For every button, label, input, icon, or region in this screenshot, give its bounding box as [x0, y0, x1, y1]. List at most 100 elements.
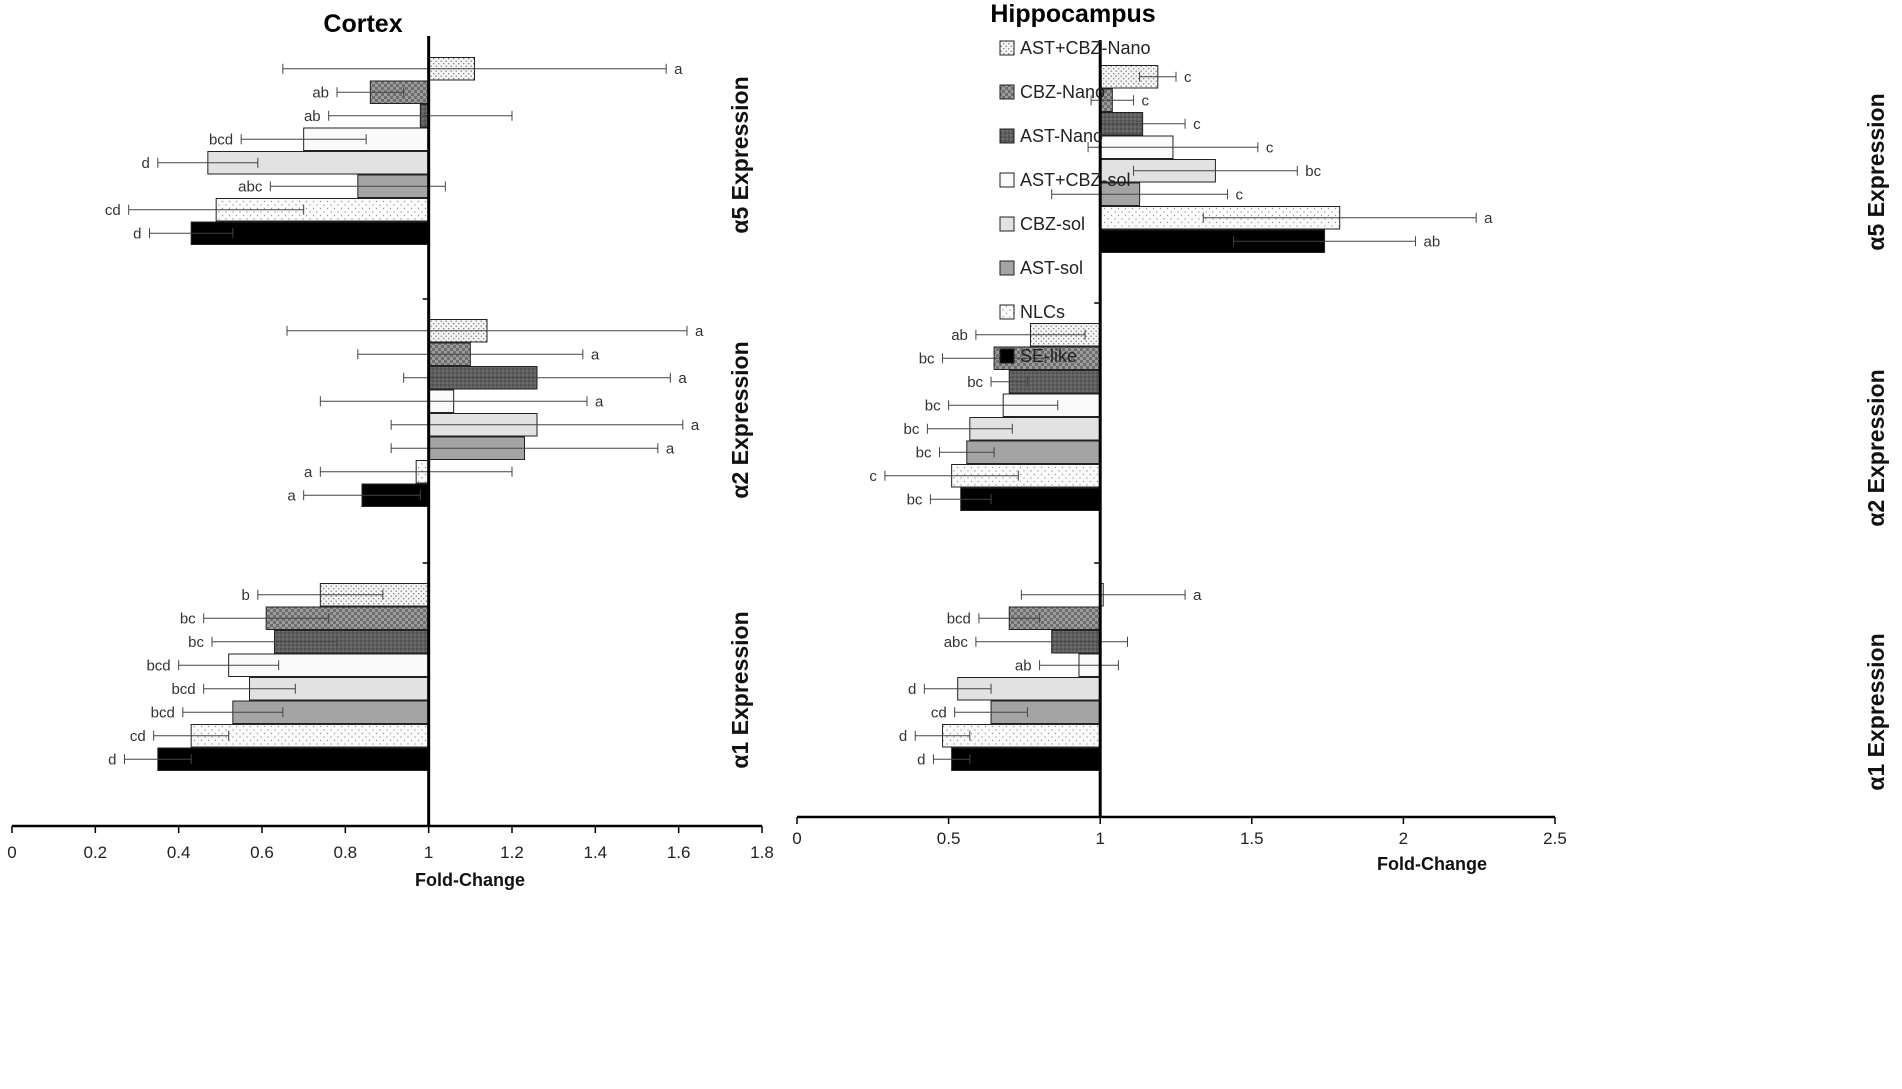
- legend-item-ast-sol: AST-sol: [999, 258, 1083, 278]
- significance-letter: ab: [304, 108, 321, 125]
- legend-label: SE-like: [1020, 346, 1077, 366]
- legend-item-nlcs: NLCs: [999, 302, 1065, 322]
- legend-label: NLCs: [1020, 302, 1065, 322]
- chart-title: Hippocampus: [990, 0, 1155, 28]
- significance-letter: ab: [1424, 233, 1441, 250]
- legend-swatch: [999, 304, 1015, 320]
- significance-letter: a: [678, 370, 687, 387]
- group-label: α2 Expression: [1863, 369, 1889, 526]
- bar-se-like: [951, 747, 1101, 771]
- legend-swatch: [999, 128, 1015, 144]
- significance-letter: abc: [944, 634, 969, 651]
- significance-letter: a: [691, 417, 700, 434]
- significance-letter: bc: [188, 634, 204, 651]
- significance-letter: cd: [105, 202, 121, 219]
- significance-letter: c: [869, 468, 877, 485]
- bar-group-5-expression: c c c c bc c a ab: [1051, 65, 1493, 253]
- significance-letter: bc: [919, 350, 935, 367]
- significance-letter: ab: [1015, 657, 1032, 674]
- significance-letter: b: [241, 587, 249, 604]
- x-tick-label: 1.5: [1240, 829, 1264, 848]
- significance-letter: bc: [916, 444, 932, 461]
- significance-letter: a: [595, 393, 604, 410]
- legend-swatch: [999, 216, 1015, 232]
- legend-swatch: [999, 172, 1015, 188]
- group-label: α1 Expression: [727, 611, 753, 768]
- x-tick-label: 1: [424, 843, 433, 862]
- x-tick-label: 1.2: [500, 843, 524, 862]
- significance-letter: a: [304, 464, 313, 481]
- significance-letter: a: [591, 346, 600, 363]
- significance-letter: bc: [180, 610, 196, 627]
- significance-letter: c: [1266, 139, 1274, 156]
- significance-letter: d: [141, 155, 149, 172]
- legend-swatch: [999, 260, 1015, 276]
- legend-item-ast-cbz-sol: AST+CBZ-sol: [999, 170, 1131, 190]
- x-tick-label: 1.8: [750, 843, 774, 862]
- significance-letter: c: [1193, 116, 1201, 133]
- legend-swatch: [999, 40, 1015, 56]
- x-tick-label: 1.6: [667, 843, 691, 862]
- significance-letter: abc: [238, 178, 263, 195]
- significance-letter: bc: [925, 397, 941, 414]
- significance-letter: cd: [130, 728, 146, 745]
- bar-se-like: [157, 747, 430, 771]
- legend-item-cbz-nano: CBZ-Nano: [999, 82, 1105, 102]
- significance-letter: a: [1484, 210, 1493, 227]
- legend-label: AST+CBZ-Nano: [1020, 38, 1151, 58]
- significance-letter: bcd: [209, 131, 233, 148]
- significance-letter: bc: [1305, 163, 1321, 180]
- x-tick-label: 1.4: [584, 843, 608, 862]
- x-axis-label: Fold-Change: [1377, 854, 1487, 874]
- legend-item-cbz-sol: CBZ-sol: [999, 214, 1085, 234]
- legend-item-ast-cbz-nano: AST+CBZ-Nano: [999, 38, 1151, 58]
- legend-label: AST+CBZ-sol: [1020, 170, 1131, 190]
- legend-swatch: [999, 348, 1015, 364]
- x-tick-label: 0: [792, 829, 801, 848]
- chart-title: Cortex: [323, 10, 402, 38]
- legend-label: AST-sol: [1020, 258, 1083, 278]
- significance-letter: d: [108, 751, 116, 768]
- significance-letter: bcd: [171, 681, 195, 698]
- significance-letter: c: [1142, 92, 1150, 109]
- significance-letter: bc: [967, 374, 983, 391]
- x-tick-label: 0: [7, 843, 16, 862]
- group-label: α1 Expression: [1863, 633, 1889, 790]
- legend: AST+CBZ-Nano CBZ-Nano AST-Nano AST+CBZ-sol C…: [999, 38, 1151, 366]
- legend-item-se-like: SE-like: [999, 346, 1077, 366]
- x-tick-label: 1: [1095, 829, 1104, 848]
- significance-letter: bc: [904, 421, 920, 438]
- significance-letter: bcd: [146, 657, 170, 674]
- group-label: α2 Expression: [727, 341, 753, 498]
- significance-letter: a: [695, 323, 704, 340]
- legend-swatch: [999, 84, 1015, 100]
- significance-letter: bc: [907, 491, 923, 508]
- significance-letter: ab: [312, 84, 329, 101]
- significance-letter: d: [133, 225, 141, 242]
- significance-letter: a: [287, 487, 296, 504]
- legend-label: CBZ-Nano: [1020, 82, 1105, 102]
- x-tick-label: 0.5: [937, 829, 961, 848]
- x-axis-label: Fold-Change: [415, 870, 525, 890]
- significance-letter: d: [899, 728, 907, 745]
- significance-letter: d: [917, 751, 925, 768]
- significance-letter: a: [1193, 587, 1202, 604]
- x-tick-label: 0.2: [84, 843, 108, 862]
- significance-letter: bcd: [947, 610, 971, 627]
- x-tick-label: 0.8: [334, 843, 358, 862]
- group-label: α5 Expression: [727, 76, 753, 233]
- x-tick-label: 2: [1399, 829, 1408, 848]
- group-label: α5 Expression: [1863, 93, 1889, 250]
- significance-letter: bcd: [151, 704, 175, 721]
- significance-letter: c: [1184, 69, 1192, 86]
- x-tick-label: 2.5: [1543, 829, 1567, 848]
- legend-item-ast-nano: AST-Nano: [999, 126, 1103, 146]
- significance-letter: a: [666, 440, 675, 457]
